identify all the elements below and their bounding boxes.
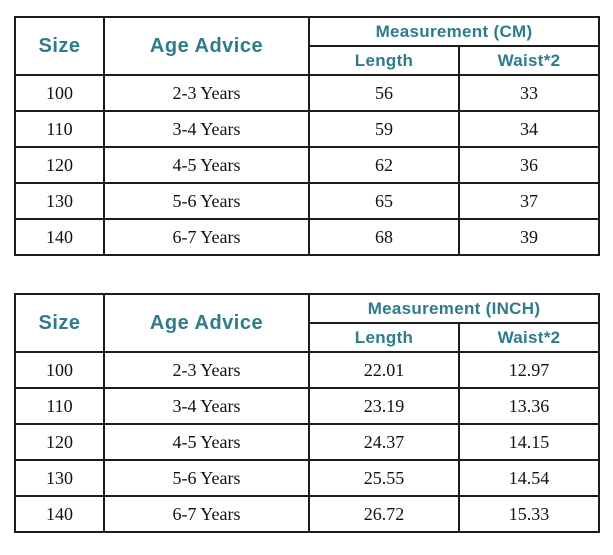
table-row: 110 3-4 Years 23.19 13.36 bbox=[14, 387, 601, 425]
cell-waist: 14.54 bbox=[457, 459, 601, 497]
cell-waist: 33 bbox=[457, 74, 601, 112]
cell-size: 120 bbox=[14, 423, 105, 461]
table-row: 100 2-3 Years 22.01 12.97 bbox=[14, 351, 601, 389]
cell-age-advice: 3-4 Years bbox=[103, 110, 310, 148]
cell-size: 140 bbox=[14, 218, 105, 256]
table-row: 130 5-6 Years 25.55 14.54 bbox=[14, 459, 601, 497]
cell-length: 65 bbox=[308, 182, 460, 220]
column-header-length: Length bbox=[308, 45, 460, 76]
cell-waist: 34 bbox=[457, 110, 601, 148]
cell-age-advice: 4-5 Years bbox=[103, 423, 310, 461]
size-table-cm: Size Age Advice Measurement (CM) Length … bbox=[14, 16, 601, 256]
cell-size: 110 bbox=[14, 110, 105, 148]
header-row-group: Size Age Advice Measurement (INCH) bbox=[14, 293, 601, 353]
cell-length: 59 bbox=[308, 110, 460, 148]
table-row: 120 4-5 Years 62 36 bbox=[14, 146, 601, 184]
column-group-header-measurement-inch: Measurement (INCH) bbox=[307, 293, 601, 324]
cell-size: 100 bbox=[14, 74, 105, 112]
cell-age-advice: 6-7 Years bbox=[103, 495, 310, 533]
cell-length: 23.19 bbox=[308, 387, 460, 425]
cell-age-advice: 5-6 Years bbox=[103, 182, 310, 220]
header-row-group: Size Age Advice Measurement (CM) bbox=[14, 16, 601, 76]
cell-size: 130 bbox=[14, 182, 105, 220]
cell-size: 100 bbox=[14, 351, 105, 389]
cell-age-advice: 6-7 Years bbox=[103, 218, 310, 256]
column-header-length: Length bbox=[308, 322, 460, 353]
cell-length: 56 bbox=[308, 74, 460, 112]
cell-age-advice: 3-4 Years bbox=[103, 387, 310, 425]
cell-age-advice: 2-3 Years bbox=[103, 74, 310, 112]
cell-length: 68 bbox=[308, 218, 460, 256]
table-row: 140 6-7 Years 68 39 bbox=[14, 218, 601, 256]
cell-length: 25.55 bbox=[308, 459, 460, 497]
column-header-age-advice: Age Advice bbox=[103, 293, 310, 353]
cell-age-advice: 5-6 Years bbox=[103, 459, 310, 497]
table-row: 120 4-5 Years 24.37 14.15 bbox=[14, 423, 601, 461]
cell-size: 140 bbox=[14, 495, 105, 533]
cell-length: 22.01 bbox=[308, 351, 460, 389]
column-header-size: Size bbox=[14, 293, 105, 353]
column-header-age-advice: Age Advice bbox=[103, 16, 310, 76]
column-group-header-measurement-cm: Measurement (CM) bbox=[307, 16, 601, 47]
size-table-inch: Size Age Advice Measurement (INCH) Lengt… bbox=[14, 293, 601, 533]
cell-waist: 39 bbox=[457, 218, 601, 256]
cell-waist: 12.97 bbox=[457, 351, 601, 389]
table-row: 140 6-7 Years 26.72 15.33 bbox=[14, 495, 601, 533]
cell-size: 120 bbox=[14, 146, 105, 184]
cell-length: 26.72 bbox=[308, 495, 460, 533]
cell-waist: 14.15 bbox=[457, 423, 601, 461]
table-row: 110 3-4 Years 59 34 bbox=[14, 110, 601, 148]
table-row: 100 2-3 Years 56 33 bbox=[14, 74, 601, 112]
cell-waist: 37 bbox=[457, 182, 601, 220]
column-header-size: Size bbox=[14, 16, 105, 76]
column-header-waist: Waist*2 bbox=[457, 322, 601, 353]
cell-waist: 13.36 bbox=[457, 387, 601, 425]
header-row-sub: Length Waist*2 bbox=[15, 45, 601, 76]
cell-waist: 36 bbox=[457, 146, 601, 184]
column-header-waist: Waist*2 bbox=[457, 45, 601, 76]
cell-size: 110 bbox=[14, 387, 105, 425]
header-row-sub: Length Waist*2 bbox=[15, 322, 601, 353]
cell-waist: 15.33 bbox=[457, 495, 601, 533]
cell-size: 130 bbox=[14, 459, 105, 497]
table-row: 130 5-6 Years 65 37 bbox=[14, 182, 601, 220]
cell-age-advice: 4-5 Years bbox=[103, 146, 310, 184]
cell-age-advice: 2-3 Years bbox=[103, 351, 310, 389]
cell-length: 24.37 bbox=[308, 423, 460, 461]
cell-length: 62 bbox=[308, 146, 460, 184]
